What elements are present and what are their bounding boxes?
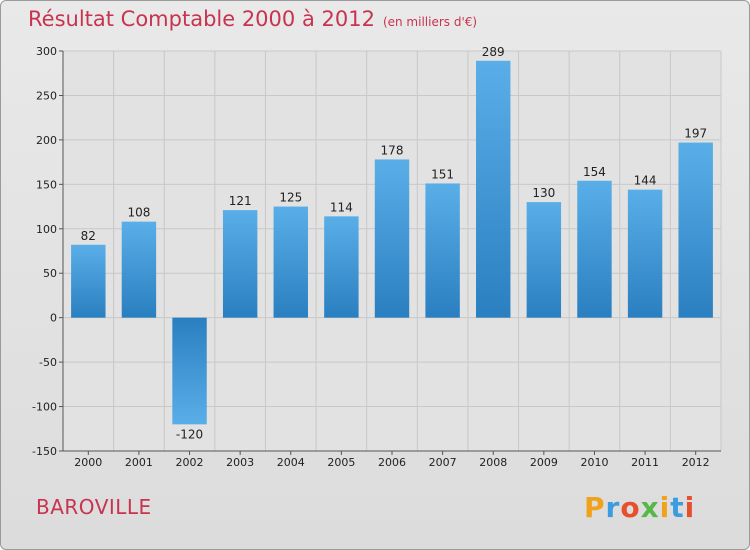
x-tick-label-2006: 2006 [378, 456, 406, 469]
logo-letter: P [584, 491, 606, 524]
x-tick-label-2000: 2000 [74, 456, 102, 469]
bar-2003 [222, 210, 258, 318]
value-label-2009: 130 [532, 186, 555, 200]
y-tick-label: -50 [39, 356, 57, 369]
chart-subtitle: (en milliers d'€) [382, 15, 478, 29]
logo-letter: r [605, 491, 621, 524]
bar-2002 [172, 317, 207, 425]
bar-2001 [121, 221, 157, 318]
value-label-2005: 114 [330, 200, 353, 214]
bar-2006 [374, 159, 410, 318]
y-tick-label: 300 [36, 45, 57, 58]
value-label-2004: 125 [279, 191, 302, 205]
y-tick-label: -100 [32, 401, 57, 414]
bar-2011 [627, 189, 663, 318]
bar-2007 [425, 183, 460, 318]
chart-title: Résultat Comptable 2000 à 2012 (en millie… [28, 7, 477, 31]
logo-letter: x [640, 491, 660, 524]
bar-2009 [526, 202, 562, 318]
y-tick-label: 0 [50, 312, 57, 325]
x-tick-label-2007: 2007 [429, 456, 457, 469]
bar-2005 [324, 216, 359, 318]
y-tick-label: 200 [36, 134, 57, 147]
x-tick-label-2003: 2003 [226, 456, 254, 469]
value-label-2012: 197 [684, 127, 707, 141]
x-tick-label-2012: 2012 [682, 456, 710, 469]
bar-2012 [678, 142, 713, 318]
value-label-2010: 154 [583, 165, 606, 179]
logo-letter: o [620, 491, 641, 524]
value-label-2001: 108 [127, 206, 150, 220]
bar-2010 [577, 180, 612, 318]
value-label-2003: 121 [229, 194, 252, 208]
bar-2004 [273, 206, 308, 318]
logo-letter: i [659, 491, 671, 524]
x-tick-label-2005: 2005 [327, 456, 355, 469]
bar-layer [71, 60, 713, 425]
value-label-2008: 289 [482, 45, 505, 59]
x-tick-label-2010: 2010 [580, 456, 608, 469]
axis-layer: 300 250 200 150 100 50 0 -50 -100 -150 2000 2001 200… [32, 45, 721, 469]
bar-2000 [71, 244, 106, 318]
logo-letter: i [684, 491, 696, 524]
value-label-2006: 178 [381, 143, 404, 157]
x-tick-label-2001: 2001 [125, 456, 153, 469]
x-tick-label-2011: 2011 [631, 456, 659, 469]
x-tick-label-2009: 2009 [530, 456, 558, 469]
value-label-2007: 151 [431, 167, 454, 181]
y-tick-label: 250 [36, 89, 57, 102]
value-label-2002: -120 [176, 427, 203, 441]
commune-name: BAROVILLE [36, 495, 152, 519]
y-tick-label: -150 [32, 445, 57, 458]
proxiti-logo: Proxiti [584, 491, 695, 524]
x-tick-label-2008: 2008 [479, 456, 507, 469]
value-label-2000: 82 [81, 229, 96, 243]
bar-2008 [476, 60, 511, 318]
logo-letter: t [670, 491, 685, 524]
x-tick-label-2002: 2002 [176, 456, 204, 469]
y-tick-label: 100 [36, 223, 57, 236]
x-tick-label-2004: 2004 [277, 456, 305, 469]
label-layer: 82 108 -120 121 125 114 178 151 289 130 154 144 197 [81, 45, 707, 442]
y-tick-label: 150 [36, 178, 57, 191]
value-label-2011: 144 [634, 174, 657, 188]
y-tick-label: 50 [43, 267, 57, 280]
chart-title-text: Résultat Comptable 2000 à 2012 [28, 7, 375, 31]
